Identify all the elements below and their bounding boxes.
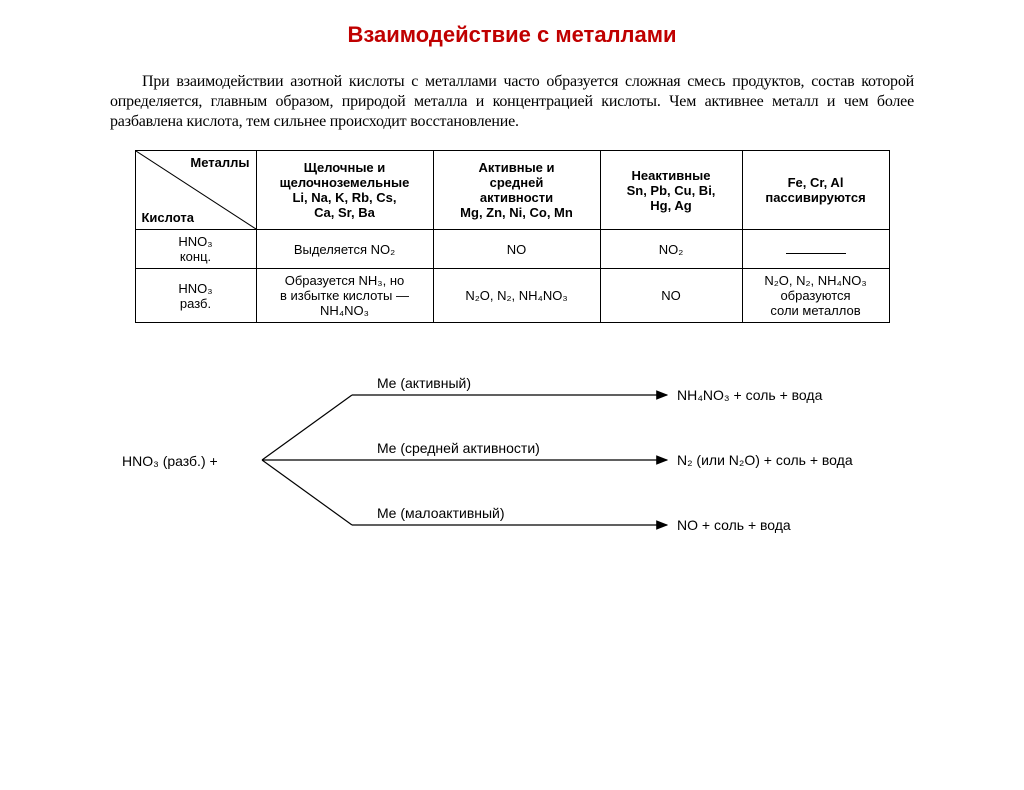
col-header-1: Щелочные и щелочноземельные Li, Na, K, R… [256, 151, 433, 230]
row1-label: HNO₃ конц. [135, 230, 256, 269]
col1-l2: щелочноземельные [280, 175, 410, 190]
reaction-scheme: HNO₃ (разб.) + Me (активный) NH₄NO₃ + со… [122, 365, 902, 565]
r2c1-l2: в избытке кислоты — [280, 288, 409, 303]
diag-bot-label: Кислота [142, 210, 194, 225]
r2c3: NO [600, 269, 742, 323]
scheme-lhs: HNO₃ (разб.) + [122, 453, 218, 469]
col2-l1: Активные и [478, 160, 554, 175]
table-header-row: Металлы Кислота Щелочные и щелочноземель… [135, 151, 889, 230]
table-row: HNO₃ разб. Образуется NH₃, но в избытке … [135, 269, 889, 323]
col-header-2: Активные и средней активности Mg, Zn, Ni… [433, 151, 600, 230]
col3-l1: Неактивные [632, 168, 711, 183]
branch2-product: N₂ (или N₂O) + соль + вода [677, 452, 853, 468]
r2c1: Образуется NH₃, но в избытке кислоты — N… [256, 269, 433, 323]
col2-l4: Mg, Zn, Ni, Co, Mn [460, 205, 573, 220]
col4-l1: Fe, Cr, Al [788, 175, 844, 190]
reaction-table: Металлы Кислота Щелочные и щелочноземель… [135, 150, 890, 323]
diag-top-label: Металлы [190, 155, 249, 170]
branch3-label: Me (малоактивный) [377, 505, 505, 521]
branch1-product: NH₄NO₃ + соль + вода [677, 387, 822, 403]
col-header-3: Неактивные Sn, Pb, Cu, Bi, Hg, Ag [600, 151, 742, 230]
r2c4-l2: образуются [780, 288, 850, 303]
r2-l2: разб. [180, 296, 211, 311]
branch1-label: Me (активный) [377, 375, 471, 391]
col3-l3: Hg, Ag [650, 198, 691, 213]
r1c4 [742, 230, 889, 269]
r1-l1: HNO₃ [178, 234, 212, 249]
r2c1-l1: Образуется NH₃, но [285, 273, 405, 288]
row2-label: HNO₃ разб. [135, 269, 256, 323]
col-header-4: Fe, Cr, Al пассивируются [742, 151, 889, 230]
col1-l3: Li, Na, K, Rb, Cs, [292, 190, 396, 205]
col1-l1: Щелочные и [304, 160, 386, 175]
table-row: HNO₃ конц. Выделяется NO₂ NO NO₂ [135, 230, 889, 269]
col4-l2: пассивируются [765, 190, 865, 205]
col1-l4: Ca, Sr, Ba [314, 205, 375, 220]
intro-paragraph: При взаимодействии азотной кислоты с мет… [110, 72, 914, 132]
r1-l2: конц. [180, 249, 211, 264]
diagonal-header-cell: Металлы Кислота [135, 151, 256, 230]
r2c4-l1: N₂O, N₂, NH₄NO₃ [764, 273, 866, 288]
branch3-product: NO + соль + вода [677, 517, 791, 533]
col3-l2: Sn, Pb, Cu, Bi, [627, 183, 716, 198]
r2c4-l3: соли металлов [770, 303, 860, 318]
col2-l2: средней [490, 175, 544, 190]
page-title: Взаимодействие с металлами [0, 22, 1024, 48]
r2c4: N₂O, N₂, NH₄NO₃ образуются соли металлов [742, 269, 889, 323]
r1c1: Выделяется NO₂ [256, 230, 433, 269]
r2c1-l3: NH₄NO₃ [320, 303, 369, 318]
col2-l3: активности [480, 190, 553, 205]
r2-l1: HNO₃ [178, 281, 212, 296]
dash-icon [786, 253, 846, 254]
r2c2: N₂O, N₂, NH₄NO₃ [433, 269, 600, 323]
r1c2: NO [433, 230, 600, 269]
branch2-label: Me (средней активности) [377, 440, 540, 456]
r1c3: NO₂ [600, 230, 742, 269]
